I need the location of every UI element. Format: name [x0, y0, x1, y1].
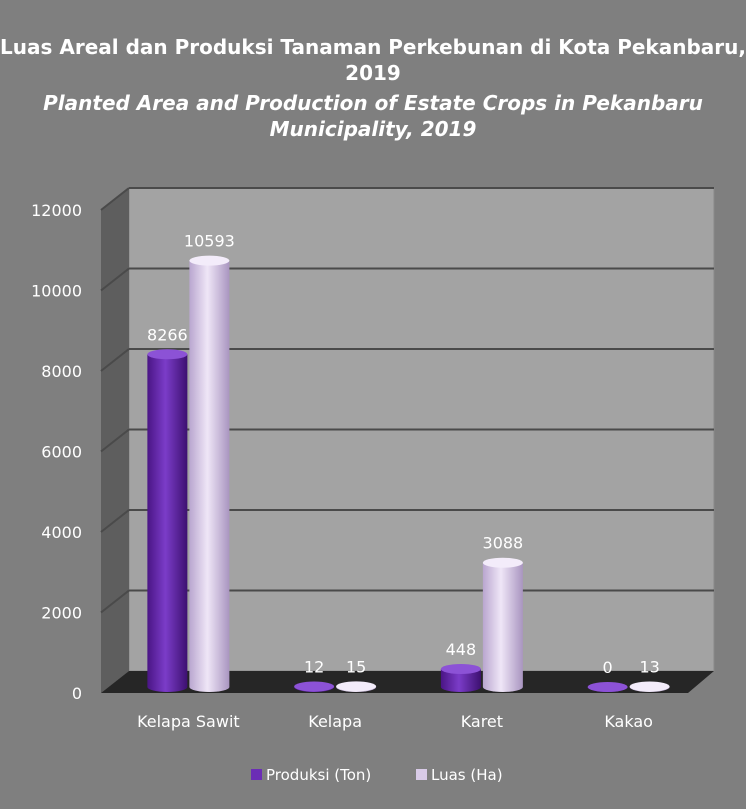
gridline-side: [100, 348, 130, 372]
bar-luas: [629, 681, 670, 693]
floor: [101, 671, 714, 693]
bar-top: [440, 663, 481, 674]
y-tick-label: 8000: [41, 362, 82, 381]
gridline-side: [100, 267, 130, 292]
bar-body: [189, 260, 230, 693]
y-tick-label: 6000: [41, 443, 82, 462]
data-label: 12: [304, 658, 324, 677]
y-tick-label: 10000: [31, 282, 82, 301]
data-label: 15: [346, 657, 366, 676]
y-tick-label: 4000: [41, 523, 82, 542]
data-label: 448: [446, 640, 477, 659]
bar-body: [147, 354, 188, 693]
chart-title: Luas Areal dan Produksi Tanaman Perkebun…: [0, 35, 746, 85]
bar-produksi: [440, 663, 481, 693]
bar-luas: [189, 255, 230, 693]
bar-top: [336, 681, 377, 692]
data-label: 13: [639, 657, 659, 676]
gridline-side: [100, 509, 130, 533]
bar-top: [587, 682, 628, 692]
data-label: 3088: [483, 534, 524, 553]
x-category-label: Karet: [461, 712, 503, 731]
x-category-label: Kelapa: [308, 712, 362, 731]
bar-top: [482, 557, 523, 568]
bar-luas: [336, 681, 377, 693]
legend-swatch: [416, 769, 427, 780]
legend-swatch: [251, 769, 262, 780]
y-tick-label: 2000: [41, 604, 82, 623]
gridline-side: [100, 589, 130, 614]
bar-top: [189, 255, 230, 266]
y-tick-label: 0: [72, 684, 82, 703]
x-category-label: Kakao: [604, 712, 653, 731]
bar-produksi: [294, 681, 335, 693]
x-category-label: Kelapa Sawit: [137, 712, 240, 731]
bar-luas: [482, 557, 523, 693]
bar-body: [482, 562, 523, 693]
data-label: 8266: [147, 325, 188, 344]
legend-label: Produksi (Ton): [266, 766, 371, 784]
gridline-side: [100, 428, 130, 453]
bar-top: [294, 681, 335, 692]
data-label: 0: [603, 658, 613, 677]
bar-top: [147, 349, 188, 360]
chart-subtitle: Planted Area and Production of Estate Cr…: [43, 91, 703, 141]
bar-produksi: [587, 682, 628, 693]
bar-top: [629, 681, 670, 692]
y-tick-label: 12000: [31, 201, 82, 220]
bar-produksi: [147, 349, 188, 693]
data-label: 10593: [184, 232, 235, 251]
legend-label: Luas (Ha): [431, 766, 503, 784]
gridline-side: [100, 187, 130, 211]
bar-body: [440, 668, 481, 693]
